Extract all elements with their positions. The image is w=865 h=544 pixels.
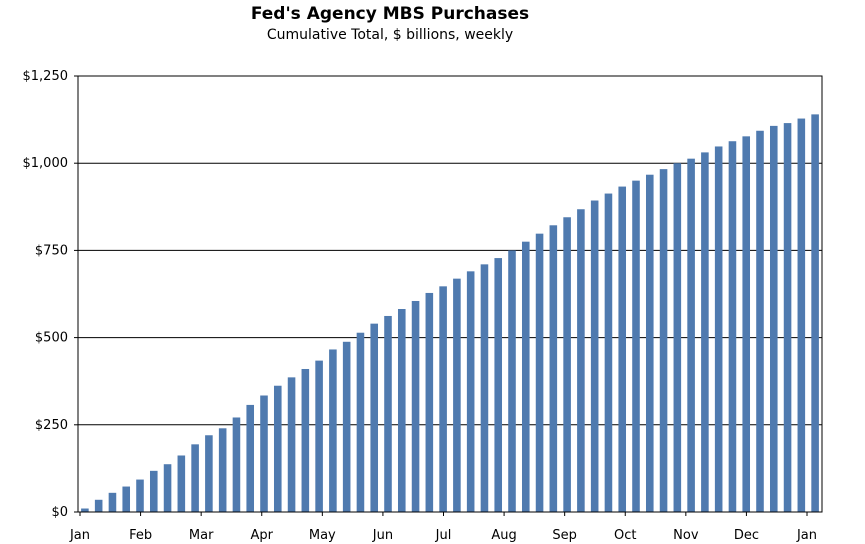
x-tick-label: May	[309, 528, 336, 543]
bar	[370, 323, 379, 512]
chart-title: Fed's Agency MBS Purchases	[250, 4, 530, 24]
bar	[218, 428, 227, 512]
bar	[287, 377, 296, 512]
y-tick-label: $0	[51, 505, 68, 520]
y-tick-label: $750	[35, 243, 68, 258]
y-tick-label: $1,000	[23, 156, 69, 171]
bar	[742, 136, 751, 512]
bar	[232, 417, 241, 512]
bar	[783, 123, 792, 512]
bar	[94, 499, 103, 512]
x-tick-label: Aug	[491, 528, 516, 543]
bar	[191, 444, 199, 512]
bar	[149, 470, 158, 512]
bar	[356, 332, 365, 512]
x-tick-label: Dec	[734, 528, 759, 543]
bar	[246, 404, 255, 512]
bar	[701, 152, 709, 512]
x-tick-label: Sep	[552, 528, 577, 543]
bar	[301, 368, 310, 512]
bar	[521, 241, 530, 512]
bar	[439, 286, 447, 512]
bar	[811, 114, 819, 513]
bar	[466, 271, 475, 512]
bar	[577, 209, 585, 513]
bar	[673, 163, 682, 512]
bar	[108, 492, 117, 512]
y-tick-label: $1,250	[23, 69, 69, 84]
bar	[342, 341, 351, 512]
gridlines	[78, 162, 822, 426]
x-axis-ticks: Jan Feb Mar Apr May Jun Jul Aug Sep Oct Nov Dec Jan	[69, 512, 817, 543]
bar	[177, 455, 186, 512]
x-tick-label: Mar	[189, 528, 214, 543]
chart-subtitle: Cumulative Total, $ billions, weekly	[266, 27, 514, 43]
x-tick-label: Feb	[129, 528, 152, 543]
x-tick-label: Nov	[673, 528, 699, 543]
bar	[329, 349, 337, 512]
bar	[797, 118, 806, 513]
bar	[687, 158, 695, 513]
x-tick-label: Jan	[796, 528, 817, 543]
x-tick-label: Jan	[69, 528, 90, 543]
bars	[81, 114, 819, 513]
bar	[260, 395, 268, 512]
bar	[714, 146, 723, 512]
plot-area-frame	[77, 75, 823, 513]
bar	[136, 479, 144, 512]
x-tick-label: Oct	[614, 528, 636, 543]
bar	[728, 141, 737, 513]
bar	[549, 225, 558, 513]
x-tick-label: Jul	[435, 528, 452, 543]
bar	[632, 180, 640, 512]
bar	[425, 292, 434, 512]
bar	[315, 360, 323, 512]
y-axis-ticks: $0 $250 $500 $750 $1,000 $1,250	[23, 69, 78, 520]
bar	[756, 130, 764, 512]
x-tick-label: Jun	[372, 528, 393, 543]
x-tick-label: Apr	[251, 528, 274, 543]
bar	[769, 125, 778, 512]
bar	[480, 264, 489, 512]
bar	[273, 385, 282, 512]
bar	[535, 233, 544, 512]
bar	[659, 169, 668, 512]
bar	[563, 217, 571, 512]
bar	[205, 435, 213, 512]
y-tick-label: $250	[35, 418, 68, 433]
bar	[590, 200, 599, 512]
bar	[163, 464, 172, 512]
bar	[397, 309, 406, 512]
bar	[81, 508, 89, 512]
bar	[604, 193, 613, 513]
bar	[618, 186, 627, 512]
bar	[645, 174, 654, 512]
y-tick-label: $500	[35, 331, 68, 346]
bar	[411, 300, 420, 512]
bar	[494, 258, 503, 512]
bar	[384, 315, 392, 512]
bar	[122, 486, 131, 512]
bar	[508, 250, 516, 512]
bar	[453, 278, 461, 512]
